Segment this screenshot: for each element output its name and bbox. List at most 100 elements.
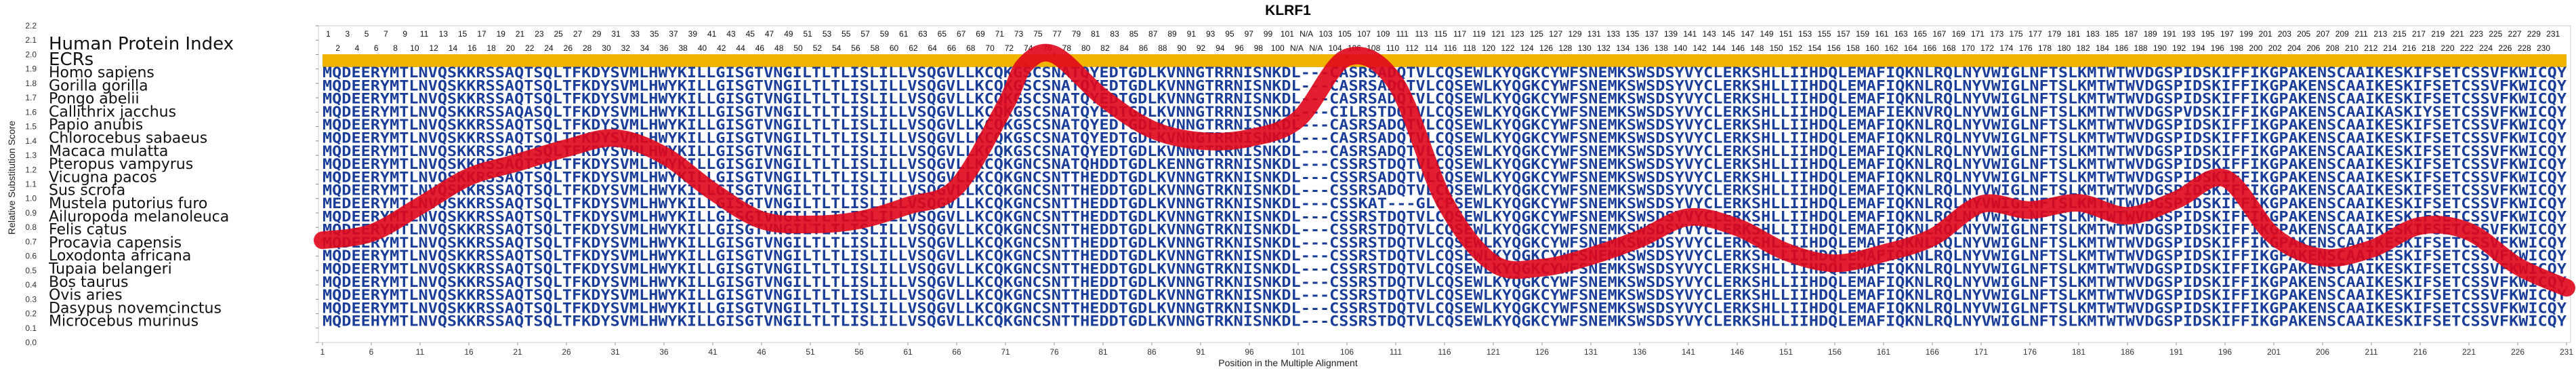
- x-tick-label: 146: [1730, 347, 1744, 357]
- index-number: 192: [2172, 43, 2186, 53]
- sequence-row: MQDEERYMTLNVQSKKRSSAQTSQLTFKDYSVMLHWYKIL…: [323, 287, 2567, 303]
- index-number: 159: [1856, 29, 1869, 39]
- species-label: Macaca mulatta: [49, 143, 168, 160]
- x-tick-label: 71: [1001, 347, 1010, 357]
- index-number: 174: [1999, 43, 2013, 53]
- index-number: 91: [1187, 29, 1197, 39]
- index-number: 65: [938, 29, 947, 39]
- index-number: 157: [1837, 29, 1850, 39]
- series-point: [1102, 96, 1104, 100]
- index-number: 58: [871, 43, 880, 53]
- sequence-row: MQDEERYMTLNVQSKKRSSAQASQLTFKDYSVMLHWYKIL…: [323, 104, 2567, 120]
- index-number: 40: [698, 43, 707, 53]
- series-point: [809, 222, 812, 226]
- index-number: 129: [1568, 29, 1581, 39]
- species-label: Sus scrofa: [49, 182, 125, 199]
- index-number: 33: [631, 29, 640, 39]
- index-number: 128: [1558, 43, 1572, 53]
- x-tick-label: 91: [1196, 347, 1205, 357]
- index-number: 182: [2077, 43, 2090, 53]
- index-number: 75: [1033, 29, 1043, 39]
- index-number: 37: [669, 29, 678, 39]
- index-number: 18: [486, 43, 496, 53]
- index-number: 211: [2355, 29, 2368, 39]
- y-tick-label: 1.8: [25, 79, 37, 88]
- species-label: Mustela putorius furo: [49, 195, 207, 212]
- index-number: 115: [1434, 29, 1447, 39]
- index-number: 90: [1178, 43, 1187, 53]
- index-number: 218: [2422, 43, 2435, 53]
- x-tick-label: 136: [1633, 347, 1646, 357]
- series-point: [2029, 208, 2031, 212]
- index-number: 100: [1271, 43, 1285, 53]
- index-number: 225: [2489, 29, 2502, 39]
- index-number: 97: [1245, 29, 1254, 39]
- index-number: 59: [880, 29, 890, 39]
- index-number: 130: [1578, 43, 1592, 53]
- x-axis-ticks: 1 6 11 16 21 26 31 36 41 46 51 56 61 66 71 76 81 86 91 96 10…: [320, 342, 2573, 357]
- species-label: Homo sapiens: [49, 64, 154, 81]
- index-number: 185: [2105, 29, 2119, 39]
- index-number: 214: [2384, 43, 2397, 53]
- series-point: [1199, 139, 1202, 142]
- series-point: [2077, 201, 2080, 205]
- index-number: 126: [1539, 43, 1553, 53]
- x-tick-label: 166: [1926, 347, 1939, 357]
- x-tick-label: 186: [2121, 347, 2134, 357]
- index-number: 188: [2134, 43, 2148, 53]
- index-number: 203: [2278, 29, 2291, 39]
- index-number: 171: [1971, 29, 1985, 39]
- index-number: 103: [1318, 29, 1332, 39]
- index-number: 24: [544, 43, 554, 53]
- index-number: 210: [2345, 43, 2359, 53]
- index-number: 197: [2220, 29, 2234, 39]
- index-number: 22: [525, 43, 535, 53]
- index-number: 72: [1005, 43, 1014, 53]
- index-number: 57: [860, 29, 870, 39]
- series-point: [2272, 234, 2275, 237]
- index-number: 138: [1655, 43, 1668, 53]
- index-number: 47: [765, 29, 774, 39]
- x-tick-label: 156: [1828, 347, 1842, 357]
- species-label: Loxodonta africana: [49, 248, 191, 264]
- series-point: [2419, 224, 2422, 228]
- index-number: 11: [420, 29, 429, 39]
- index-number: 191: [2163, 29, 2176, 39]
- species-label: Tupaia belangeri: [48, 261, 172, 278]
- index-number: 208: [2326, 43, 2340, 53]
- y-tick-label: 0.2: [25, 309, 37, 319]
- index-number: 83: [1110, 29, 1119, 39]
- index-number: 96: [1234, 43, 1244, 53]
- index-number: 66: [947, 43, 957, 53]
- index-number: 221: [2451, 29, 2464, 39]
- index-number: 224: [2479, 43, 2493, 53]
- x-tick-label: 126: [1535, 347, 1549, 357]
- y-tick-label: 1.3: [25, 151, 37, 160]
- index-number: 118: [1463, 43, 1476, 53]
- sequence-row: MQDEERYMTLNVQSKKRSSAQTSQLTFKDYSVMLHWYKIL…: [323, 274, 2567, 290]
- species-label: Ailuropoda melanoleuca: [49, 208, 229, 225]
- sequence-row: MQDEERYMTLNVQSKKRSSAQTSQLTFKDYSVMLHWYKIL…: [323, 222, 2567, 238]
- index-number: 186: [2115, 43, 2128, 53]
- index-number: 139: [1664, 29, 1678, 39]
- y-tick-label: 0.5: [25, 266, 37, 275]
- x-tick-label: 191: [2169, 347, 2183, 357]
- index-number: 12: [430, 43, 439, 53]
- sequence-row: MQDEERYMTLNVQSKKRSSAQTSQLTFKDYSVMLHWYKIL…: [323, 300, 2567, 316]
- index-number: 120: [1482, 43, 1495, 53]
- index-number: N/A: [1300, 29, 1313, 39]
- index-number: 166: [1923, 43, 1936, 53]
- index-number: 61: [899, 29, 909, 39]
- index-number: 104: [1329, 43, 1342, 53]
- x-tick-label: 106: [1340, 347, 1354, 357]
- index-number: 122: [1501, 43, 1514, 53]
- y-tick-label: 1.4: [25, 136, 37, 146]
- index-number: 95: [1225, 29, 1234, 39]
- series-point: [2468, 230, 2470, 233]
- index-number: 69: [976, 29, 985, 39]
- index-number: 42: [717, 43, 726, 53]
- index-number: 144: [1712, 43, 1726, 53]
- index-number: 30: [602, 43, 611, 53]
- index-number: 217: [2412, 29, 2426, 39]
- sequence-row: MQDEERYMTLNVQSKKRSSAQTSQLTFKDYSVMLHWYKIL…: [323, 77, 2567, 94]
